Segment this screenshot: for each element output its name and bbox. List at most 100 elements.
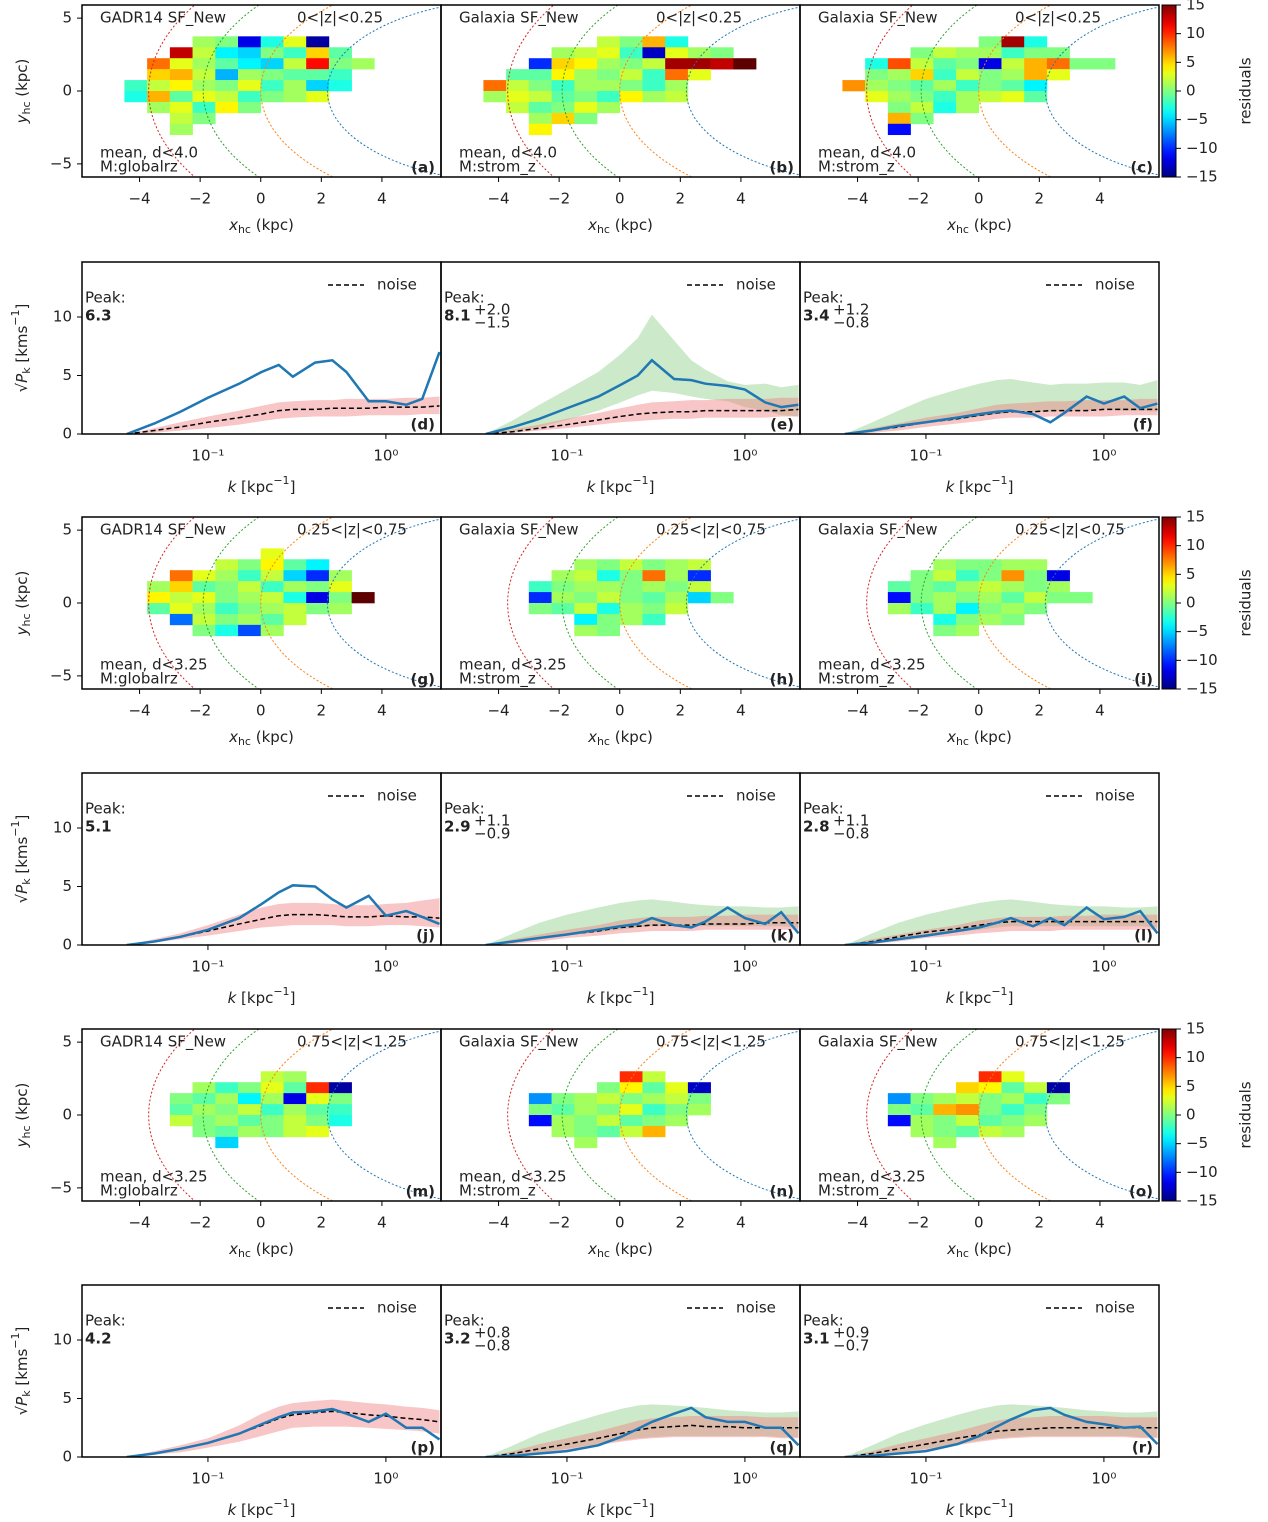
series-line <box>126 351 441 434</box>
cell <box>147 80 171 92</box>
annotation: mean, d<3.25 <box>100 656 208 674</box>
annotation: mean, d<3.25 <box>818 1168 926 1186</box>
cell <box>910 592 934 604</box>
peak-plus: +1.1 <box>833 812 869 830</box>
annotation: M:strom_z <box>459 1182 536 1201</box>
cell <box>283 581 307 593</box>
cell <box>665 47 689 59</box>
peak-value: 3.4 <box>803 307 830 325</box>
cell <box>260 1104 284 1116</box>
cell <box>192 58 216 70</box>
cell <box>733 58 757 70</box>
cell <box>956 1082 980 1094</box>
annotation: M:globalrz <box>100 670 178 688</box>
x-tick-label: −4 <box>846 1214 868 1232</box>
cell <box>328 592 352 604</box>
cell <box>574 1115 598 1127</box>
panel-plot <box>485 314 799 434</box>
cell <box>1024 58 1048 70</box>
cell <box>283 36 307 48</box>
cell <box>978 1071 1002 1083</box>
cell <box>933 570 957 582</box>
x-axis-label-part: −1 <box>991 985 1007 998</box>
cell <box>328 1115 352 1127</box>
x-axis-label-part: x <box>587 728 597 746</box>
annotation: M:strom_z <box>818 158 895 177</box>
band <box>844 1416 1158 1457</box>
panel-label: (c) <box>1130 159 1153 177</box>
peak-label: Peak: <box>85 1312 126 1330</box>
panel-plot <box>866 1029 1159 1201</box>
y-tick-label: 5 <box>62 9 72 27</box>
radius-circle <box>866 5 914 177</box>
cell <box>574 69 598 81</box>
y-tick-label: 10 <box>53 1330 72 1348</box>
peak-minus: −0.9 <box>474 825 510 843</box>
x-tick-label: 2 <box>1035 190 1045 208</box>
cell <box>887 58 911 70</box>
panel-label: (m) <box>406 1183 435 1201</box>
cell <box>260 613 284 626</box>
cell <box>260 548 284 560</box>
cell <box>910 69 934 81</box>
legend-label: noise <box>736 1299 776 1317</box>
y-axis-label-part: −1 <box>9 1332 22 1348</box>
cell <box>574 91 598 103</box>
x-tick-label: 2 <box>1035 1214 1045 1232</box>
cell <box>1024 570 1048 582</box>
annotation: mean, d<3.25 <box>100 1168 208 1186</box>
cell <box>215 559 239 571</box>
peak-label: Peak: <box>803 1312 844 1330</box>
panel-subtitle: 0.25<|z|<0.75 <box>656 521 766 539</box>
cell <box>910 58 934 70</box>
cell <box>933 47 957 59</box>
cell <box>574 112 598 125</box>
cell <box>619 91 643 103</box>
cell <box>933 624 957 637</box>
cell <box>574 47 598 59</box>
x-tick-label: 10⁰ <box>373 958 398 976</box>
radius-circle <box>326 1030 441 1200</box>
cell <box>306 603 330 615</box>
radius-circle <box>1044 1030 1159 1200</box>
cell <box>238 80 262 92</box>
series-line <box>844 1406 1159 1457</box>
colorbar-label: residuals <box>1237 57 1255 124</box>
cell <box>574 613 598 626</box>
x-axis-label-part: (kpc) <box>969 216 1012 234</box>
cell <box>238 47 262 59</box>
cell <box>933 1093 957 1105</box>
cell <box>215 80 239 92</box>
cell <box>551 581 575 593</box>
cell <box>215 1082 239 1094</box>
x-axis-label-part: k <box>587 989 597 1007</box>
x-axis-label: xhc (kpc) <box>946 1240 1012 1261</box>
cell <box>192 1125 216 1138</box>
cell <box>978 1104 1002 1116</box>
x-axis-label-part: [kpc <box>954 989 991 1007</box>
cell <box>528 581 552 593</box>
cell <box>260 47 284 59</box>
x-axis-label-part: (kpc) <box>610 216 653 234</box>
cell <box>169 592 193 604</box>
cell <box>597 570 621 582</box>
x-axis-label-part: ] <box>649 478 655 496</box>
y-tick-label: −5 <box>50 1178 72 1196</box>
x-axis-label-part: hc <box>597 735 610 748</box>
cell <box>665 1115 689 1127</box>
radius-circle <box>978 517 1053 689</box>
x-tick-label: 2 <box>676 1214 686 1232</box>
cell <box>619 47 643 59</box>
cell <box>933 1104 957 1116</box>
cell <box>978 58 1002 70</box>
cell <box>528 1104 552 1116</box>
y-tick-label: −5 <box>50 666 72 684</box>
cell <box>574 58 598 70</box>
colorbar-label: residuals <box>1237 569 1255 636</box>
x-tick-label: −2 <box>548 1214 570 1232</box>
cell <box>978 1082 1002 1094</box>
cell <box>238 1104 262 1116</box>
cell <box>1001 581 1025 593</box>
cell <box>665 581 689 593</box>
x-axis-label-part: ] <box>290 989 296 1007</box>
